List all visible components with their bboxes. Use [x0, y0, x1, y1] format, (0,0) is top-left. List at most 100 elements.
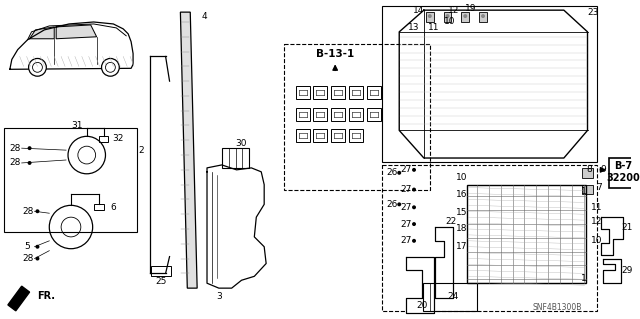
Text: 29: 29	[621, 266, 632, 275]
Text: 1: 1	[580, 187, 586, 196]
Text: 20: 20	[416, 301, 428, 310]
Polygon shape	[602, 217, 623, 255]
Bar	[4, 129, 137, 232]
Bar	[582, 185, 593, 195]
Bar	[284, 44, 430, 189]
Bar	[467, 185, 586, 283]
Polygon shape	[8, 286, 29, 311]
Bar	[349, 86, 363, 99]
Bar	[99, 136, 108, 142]
Text: 25: 25	[155, 277, 166, 286]
Text: 28: 28	[22, 207, 33, 216]
Text: B-7: B-7	[614, 161, 632, 171]
Bar	[423, 283, 477, 311]
Text: 7: 7	[596, 183, 602, 192]
Bar	[222, 148, 250, 168]
Text: 27: 27	[401, 236, 412, 245]
Polygon shape	[435, 227, 454, 298]
Text: 27: 27	[401, 219, 412, 229]
Text: 27: 27	[401, 203, 412, 212]
Circle shape	[28, 146, 31, 150]
Polygon shape	[56, 25, 97, 39]
Text: 14: 14	[413, 6, 424, 15]
Bar	[332, 108, 345, 121]
Circle shape	[397, 202, 401, 206]
Circle shape	[35, 245, 40, 249]
Polygon shape	[29, 27, 54, 39]
Bar	[426, 12, 434, 22]
Text: 15: 15	[456, 208, 467, 217]
Circle shape	[102, 58, 119, 76]
Circle shape	[412, 239, 416, 243]
Bar	[151, 266, 170, 276]
Text: 28: 28	[9, 159, 20, 167]
Bar	[383, 6, 597, 162]
Text: B-13-1: B-13-1	[316, 48, 355, 58]
Text: 10: 10	[444, 18, 455, 26]
Text: 1: 1	[580, 274, 586, 283]
Bar	[609, 158, 637, 188]
Text: 4: 4	[201, 11, 207, 20]
Bar	[461, 12, 469, 22]
Text: 10: 10	[591, 236, 602, 245]
Text: 30: 30	[236, 139, 247, 148]
Bar	[444, 12, 451, 22]
Text: 9: 9	[600, 165, 606, 174]
Text: 22: 22	[446, 217, 457, 226]
Text: 32200: 32200	[606, 173, 640, 183]
Bar	[367, 86, 381, 99]
Circle shape	[397, 171, 401, 175]
Circle shape	[412, 168, 416, 172]
Bar	[296, 108, 310, 121]
Text: 10: 10	[456, 173, 467, 182]
Bar	[296, 130, 310, 142]
Text: 26: 26	[387, 200, 398, 209]
Circle shape	[412, 205, 416, 209]
Bar	[296, 86, 310, 99]
Text: 3: 3	[216, 292, 221, 300]
Text: 23: 23	[588, 8, 599, 17]
Circle shape	[428, 14, 432, 18]
Text: 11: 11	[591, 203, 602, 212]
Text: 16: 16	[456, 190, 467, 199]
Text: 13: 13	[408, 23, 420, 33]
Text: 19: 19	[465, 4, 477, 13]
Text: 21: 21	[621, 223, 632, 232]
Text: 28: 28	[22, 254, 33, 263]
Bar	[479, 12, 487, 22]
Bar	[314, 108, 327, 121]
Text: 5: 5	[25, 242, 31, 251]
Text: 2: 2	[138, 146, 144, 155]
Circle shape	[412, 188, 416, 191]
Circle shape	[412, 222, 416, 226]
Polygon shape	[180, 12, 197, 288]
Text: FR.: FR.	[38, 291, 56, 301]
Text: 26: 26	[387, 168, 398, 177]
Text: SNF4B1300B: SNF4B1300B	[532, 303, 582, 312]
Circle shape	[28, 161, 31, 165]
Text: 31: 31	[71, 121, 83, 130]
Polygon shape	[406, 256, 434, 313]
Circle shape	[481, 14, 485, 18]
Text: 12: 12	[591, 217, 602, 226]
Circle shape	[29, 58, 46, 76]
Bar	[367, 108, 381, 121]
Bar	[93, 204, 104, 210]
Bar	[332, 86, 345, 99]
Text: 28: 28	[9, 144, 20, 153]
Bar	[314, 130, 327, 142]
Circle shape	[35, 209, 40, 213]
Polygon shape	[604, 259, 621, 283]
Text: 27: 27	[401, 165, 412, 174]
Bar	[383, 165, 597, 311]
Circle shape	[463, 14, 467, 18]
Bar	[332, 130, 345, 142]
Circle shape	[445, 14, 449, 18]
Bar	[349, 130, 363, 142]
Text: 11: 11	[428, 23, 440, 33]
Text: 27: 27	[401, 185, 412, 194]
Bar	[314, 86, 327, 99]
Text: 8: 8	[587, 165, 593, 174]
Text: 17: 17	[456, 242, 467, 251]
Bar	[582, 168, 593, 178]
